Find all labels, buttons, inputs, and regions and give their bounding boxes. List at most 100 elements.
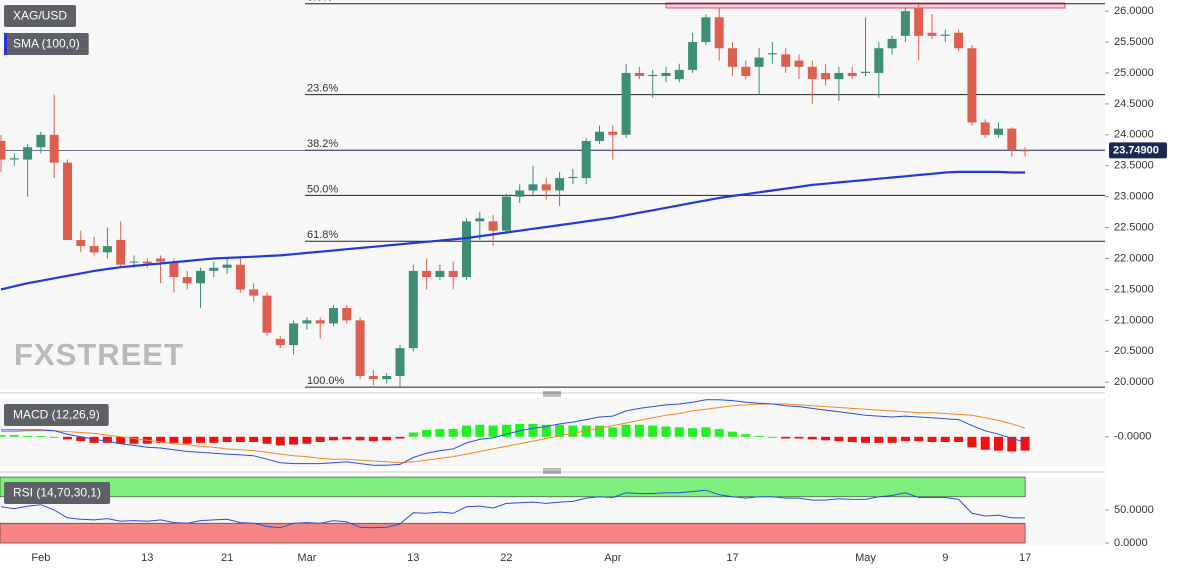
histogram-bar [235,436,245,442]
histogram-bar [994,436,1003,451]
candle-body [368,376,378,380]
candle-body [834,72,844,80]
histogram-bar [116,436,126,444]
candle-body [89,246,99,253]
candle-body [541,184,551,191]
candle-body [342,307,352,321]
histogram-bar [674,427,684,437]
price-panel [0,0,1105,389]
candle-body [900,11,910,36]
candle-body [501,196,511,231]
histogram-bar [767,436,777,438]
candle-body [794,60,804,67]
resize-handle[interactable] [543,391,561,397]
histogram-bar [741,434,751,437]
histogram-bar [23,435,33,437]
histogram-bar [940,436,950,442]
y-tick-label: 25.0000 [1114,67,1154,79]
legend-label: XAG/USD [13,9,67,23]
histogram-bar [555,424,565,437]
legend-box: SMA (100,0) [4,33,89,55]
histogram-bar [169,436,179,443]
histogram-bar [448,429,458,437]
histogram-bar [661,426,671,437]
histogram-bar [595,425,604,437]
candle-body [688,42,698,70]
candle-body [954,32,964,49]
y-tick-label: 50.0000 [1114,504,1154,516]
x-tick-label: 21 [221,552,233,564]
candle-body [1020,150,1030,152]
histogram-bar [422,429,432,437]
candle-body [714,17,724,49]
x-tick-label: Apr [604,552,621,564]
histogram-bar [927,436,937,442]
histogram-bar [342,436,352,440]
legend-box: MACD (12,26,9) [4,404,109,426]
y-tick-label: 23.5000 [1114,160,1154,172]
histogram-bar [435,429,445,437]
histogram-bar [395,436,405,439]
candle-body [874,48,884,73]
candle-body [914,8,924,36]
histogram-bar [368,436,378,442]
histogram-bar [847,436,857,442]
legend-background [4,482,111,504]
candle-body [222,264,232,268]
candle-body [595,131,604,142]
histogram-bar [222,436,232,442]
histogram-bar [315,436,325,442]
candle-body [129,261,139,263]
candle-body [462,221,471,278]
legend-background [4,5,77,27]
histogram-bar [528,423,538,437]
y-tick-label: 24.5000 [1114,98,1154,110]
candle-body [422,270,432,278]
histogram-bar [249,436,259,442]
histogram-bar [488,425,498,437]
macd-panel [0,398,1105,467]
candle-body [249,289,259,296]
candle-body [63,162,72,240]
histogram-bar [874,436,884,443]
candle-body [76,239,86,247]
histogram-bar [408,432,418,437]
y-tick-label: 22.5000 [1114,221,1154,233]
histogram-bar [182,436,192,444]
candle-body [102,246,112,253]
candle-body [23,147,33,160]
y-tick-label: 25.5000 [1114,36,1154,48]
histogram-bar [501,424,511,437]
histogram-bar [794,436,804,439]
candle-body [861,71,870,73]
candle-body [648,74,658,77]
last-price-tag: 23.74900 [1109,142,1167,159]
candle-body [754,57,764,67]
resize-handle[interactable] [543,468,561,474]
histogram-bar [289,436,299,445]
rsi-line [0,489,1026,529]
candle-body [807,66,817,80]
candle-body [435,270,445,278]
rsi-band [0,476,1026,498]
macd-line [1,399,1026,466]
candle-body [142,261,152,264]
histogram-bar [196,436,205,443]
x-tick-label: 17 [726,552,738,564]
histogram-bar [621,424,631,437]
candle-body [581,141,591,179]
candle-body [36,134,46,148]
histogram-bar [63,436,72,440]
candle-body [741,66,751,77]
fib-label: 0.0% [307,0,332,4]
candle-body [408,270,418,349]
histogram-bar [634,424,644,437]
candle-body [528,184,538,191]
candle-body [994,128,1003,135]
candle-body [821,72,831,80]
y-tick-label: 20.0000 [1114,376,1154,388]
candle-body [0,141,6,160]
candle-body [116,239,126,265]
legend-box: RSI (14,70,30,1) [4,482,111,504]
